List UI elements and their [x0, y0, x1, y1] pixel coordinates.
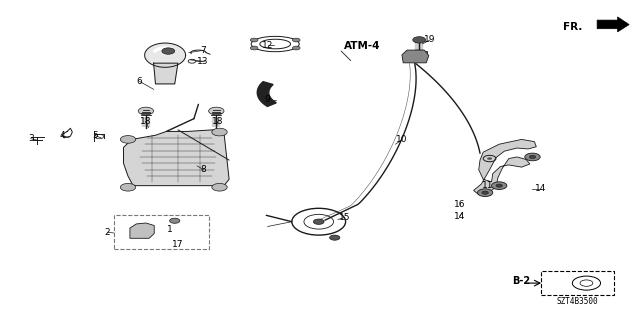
Circle shape — [492, 182, 507, 189]
Circle shape — [212, 128, 227, 136]
Circle shape — [212, 183, 227, 191]
Text: 14: 14 — [535, 184, 547, 193]
Circle shape — [330, 235, 340, 240]
Polygon shape — [402, 50, 429, 63]
Text: 7: 7 — [200, 46, 205, 55]
Text: FR.: FR. — [563, 22, 582, 32]
Circle shape — [170, 218, 180, 223]
Polygon shape — [156, 240, 175, 247]
Polygon shape — [124, 130, 229, 186]
Bar — [114, 215, 209, 249]
Polygon shape — [257, 82, 276, 107]
Text: 6: 6 — [137, 77, 142, 86]
Polygon shape — [145, 43, 186, 67]
Circle shape — [314, 219, 324, 224]
Text: 4: 4 — [60, 131, 65, 140]
Text: SZT4B3500: SZT4B3500 — [557, 297, 598, 306]
Text: 18: 18 — [212, 117, 223, 126]
Text: 5: 5 — [92, 131, 97, 140]
Circle shape — [487, 157, 492, 160]
Text: 2: 2 — [105, 228, 110, 237]
Circle shape — [120, 183, 136, 191]
Circle shape — [525, 153, 540, 161]
Text: 8: 8 — [201, 165, 206, 174]
Polygon shape — [130, 223, 154, 238]
Text: 3: 3 — [28, 134, 33, 143]
Circle shape — [250, 38, 258, 42]
Circle shape — [477, 189, 493, 197]
Text: 18: 18 — [140, 117, 152, 126]
Circle shape — [120, 136, 136, 143]
Text: 16: 16 — [454, 200, 465, 209]
Circle shape — [162, 48, 175, 54]
Circle shape — [413, 37, 426, 43]
Text: 12: 12 — [262, 41, 273, 50]
Bar — [541, 271, 614, 295]
Text: 11: 11 — [482, 181, 493, 190]
Polygon shape — [474, 139, 536, 195]
Text: 13: 13 — [197, 57, 209, 66]
Text: 10: 10 — [396, 135, 408, 144]
Circle shape — [482, 191, 488, 194]
Text: 1: 1 — [167, 225, 172, 234]
Polygon shape — [597, 17, 629, 32]
Circle shape — [292, 38, 300, 42]
Text: ATM-4: ATM-4 — [344, 41, 381, 51]
Text: B-2: B-2 — [512, 276, 530, 286]
Polygon shape — [154, 63, 178, 84]
Text: 19: 19 — [424, 35, 436, 44]
Circle shape — [496, 184, 502, 187]
Text: 15: 15 — [339, 213, 350, 222]
Circle shape — [209, 107, 224, 115]
Circle shape — [138, 107, 154, 115]
Text: 9: 9 — [265, 95, 270, 104]
Circle shape — [292, 46, 300, 50]
Circle shape — [250, 46, 258, 50]
Circle shape — [529, 155, 536, 159]
Text: 17: 17 — [172, 241, 184, 249]
Text: 14: 14 — [454, 212, 465, 221]
